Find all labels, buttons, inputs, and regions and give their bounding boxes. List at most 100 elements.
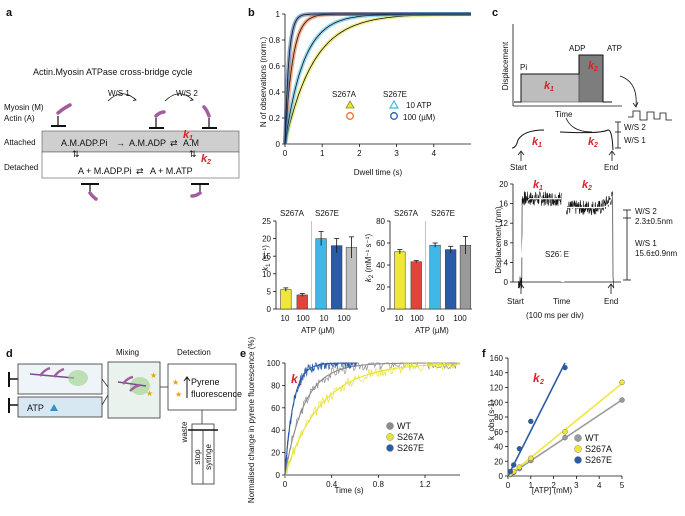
schematic-return-arrow [565, 117, 593, 133]
f-x-tick-label: 0 [506, 481, 511, 490]
k1-tick-10a: 10 [281, 314, 290, 323]
e-k1: k [291, 372, 299, 386]
dwell-series-band [283, 12, 471, 145]
f-point-s267e [507, 468, 513, 475]
sketch-k1: k [532, 136, 539, 148]
k1-tick-10e: 10 [320, 314, 329, 323]
sketch-k2: k [588, 136, 595, 148]
f-point-s267a [619, 379, 625, 386]
k2-tick-10a: 10 [395, 314, 404, 323]
ws2-arrow [164, 93, 194, 102]
myosin-head-icon [202, 105, 217, 129]
attached-label: Attached [4, 138, 36, 147]
f-legend-marker [574, 445, 582, 453]
e-ylabel-line1: Normalised change in pyrene fluorescence… [247, 337, 256, 504]
myosin-head-icon [51, 103, 72, 127]
trace-end-label: End [604, 297, 618, 306]
legend-s267e-100-marker [390, 112, 398, 120]
f-x-tick-label: 2 [551, 481, 556, 490]
k1-sub-a: 1 [189, 135, 193, 142]
state-a-madppi: A + M.ADP.Pi [78, 166, 132, 176]
trace-y-tick-label: 0 [504, 278, 509, 287]
k2-y-tick-label: 60 [376, 239, 385, 248]
e-x-tick-label: 0.4 [326, 480, 338, 489]
panel-f-letter: f [482, 348, 486, 360]
trace-y-tick-label: 12 [499, 219, 508, 228]
k2-tick-100a: 100 [410, 314, 424, 323]
stopped-flow-chart: Normalised change in pyrene fluorescence… [247, 337, 461, 504]
syringe-label: syringe [204, 444, 213, 470]
e-legend-wt: WT [397, 421, 411, 431]
e-fit-wt [284, 362, 460, 476]
e-legend-s267a: S267A [397, 432, 424, 442]
dwell-fit-line [284, 13, 471, 145]
e-y-tick-label: 40 [271, 426, 280, 435]
f-y-tick-label: 60 [494, 428, 503, 437]
k1-atp-label: ATP (µM) [301, 326, 335, 335]
trace-k2-sub: 2 [587, 185, 592, 192]
dwell-x-tick-label: 2 [357, 149, 362, 158]
k2-y-tick-label: 0 [381, 305, 386, 314]
f-y-tick-label: 0 [499, 472, 504, 481]
myosin-head-icon [149, 110, 166, 129]
f-point-wt [562, 434, 568, 441]
sketch-k2-sub: 2 [593, 142, 598, 149]
f-k2-sub: 2 [539, 379, 544, 386]
f-y-tick-label: 100 [490, 398, 504, 407]
star-icon: ★ [146, 389, 153, 398]
f-y-tick-label: 120 [490, 384, 504, 393]
f-fit-s267e [507, 362, 566, 477]
mixed-complex-icon: ★ ★ [117, 371, 157, 398]
displacement-trace-chart: Displacement (nm) k 1 k 2 S267E Start Ti… [494, 179, 678, 320]
dwell-series-band [283, 12, 471, 145]
f-xlabel: [ATP] (mM) [532, 486, 573, 495]
mixing-label: Mixing [116, 348, 139, 357]
ws2-label: W/S 2 [176, 89, 198, 98]
schematic-trace [514, 54, 612, 103]
f-y-tick-label: 160 [490, 354, 504, 363]
arrow-glyph: → [116, 138, 125, 148]
f-legend-s267e: S267E [585, 455, 612, 465]
trace-time-label: Time [553, 297, 571, 306]
k1-y-tick-label: 5 [267, 287, 272, 296]
state-am-adp-pi: A.M.ADP.Pi [61, 138, 107, 148]
trace-window-k2 [565, 191, 614, 289]
f-x-tick-label: 3 [574, 481, 579, 490]
detection-label: Detection [177, 348, 211, 357]
k2-label-a: k [201, 153, 208, 165]
k1-y-tick-label: 20 [262, 235, 271, 244]
f-y-tick-label: 40 [494, 443, 503, 452]
schematic-k2: k [588, 60, 595, 72]
trace-k2: k [582, 179, 589, 191]
dwell-series-band [283, 12, 471, 145]
f-x-tick-label: 5 [620, 481, 625, 490]
k2-ylabel-k: k [364, 277, 373, 282]
ws1-label: W/S 1 [108, 89, 130, 98]
state-am-adp: A.M.ADP [129, 138, 166, 148]
trace-time-div: (100 ms per div) [526, 311, 584, 320]
schematic-atp: ATP [607, 44, 622, 53]
dwell-y-tick-label: 1 [276, 10, 281, 19]
sketch-end-label: End [604, 163, 618, 172]
trace-ylabel: Displacement (nm) [494, 206, 503, 273]
dwell-y-tick-label: 0.6 [269, 62, 281, 71]
k2-bar [459, 244, 472, 310]
trace-window-k1 [517, 190, 562, 289]
e-y-tick-label: 80 [271, 381, 280, 390]
e-xlabel: Time (s) [334, 486, 363, 495]
schematic-adp: ADP [569, 44, 585, 53]
k2-y-tick-label: 20 [376, 283, 385, 292]
f-y-tick-label: 140 [490, 369, 504, 378]
panel-a: a Actin.Myosin ATPase cross-bridge cycle… [4, 7, 240, 201]
equilibrium-glyph: ⇄ [170, 138, 178, 148]
k1-ylabel-unit: (s⁻¹) [261, 245, 270, 264]
panel-b: b N of observations (norm.) Dwell time (… [248, 7, 472, 335]
sketch-start-trace [511, 129, 545, 149]
dwell-legend: S267A S267E 10 ATP 100 (µM) [332, 90, 436, 122]
k2-y-tick-label: 40 [376, 261, 385, 270]
k2-ylabel-unit: (mM⁻¹ s⁻¹) [364, 234, 373, 275]
state-am: A.M [183, 138, 199, 148]
schematic-arrow [619, 75, 637, 107]
f-y-tick-label: 20 [494, 457, 503, 466]
